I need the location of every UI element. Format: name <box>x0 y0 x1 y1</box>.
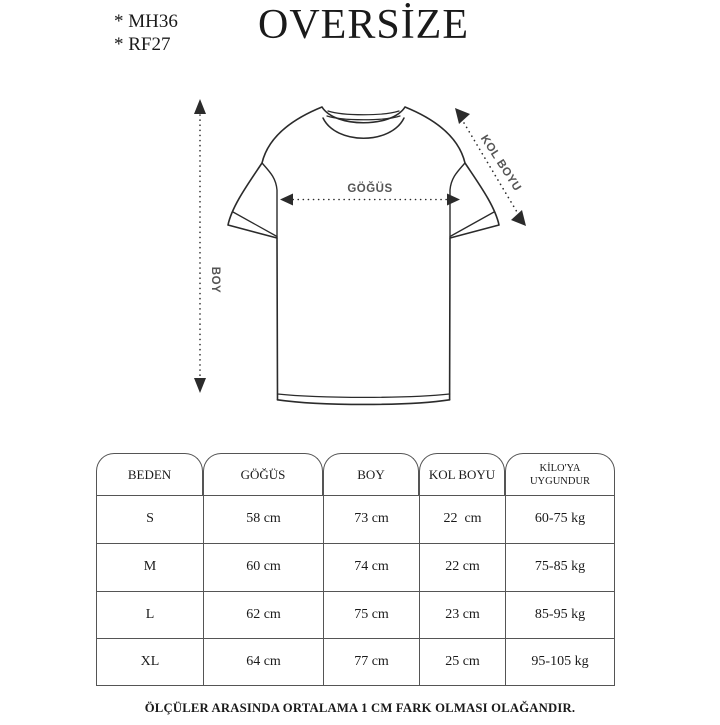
svg-text:GÖĞÜS: GÖĞÜS <box>347 182 392 195</box>
svg-text:BOY: BOY <box>209 267 221 293</box>
